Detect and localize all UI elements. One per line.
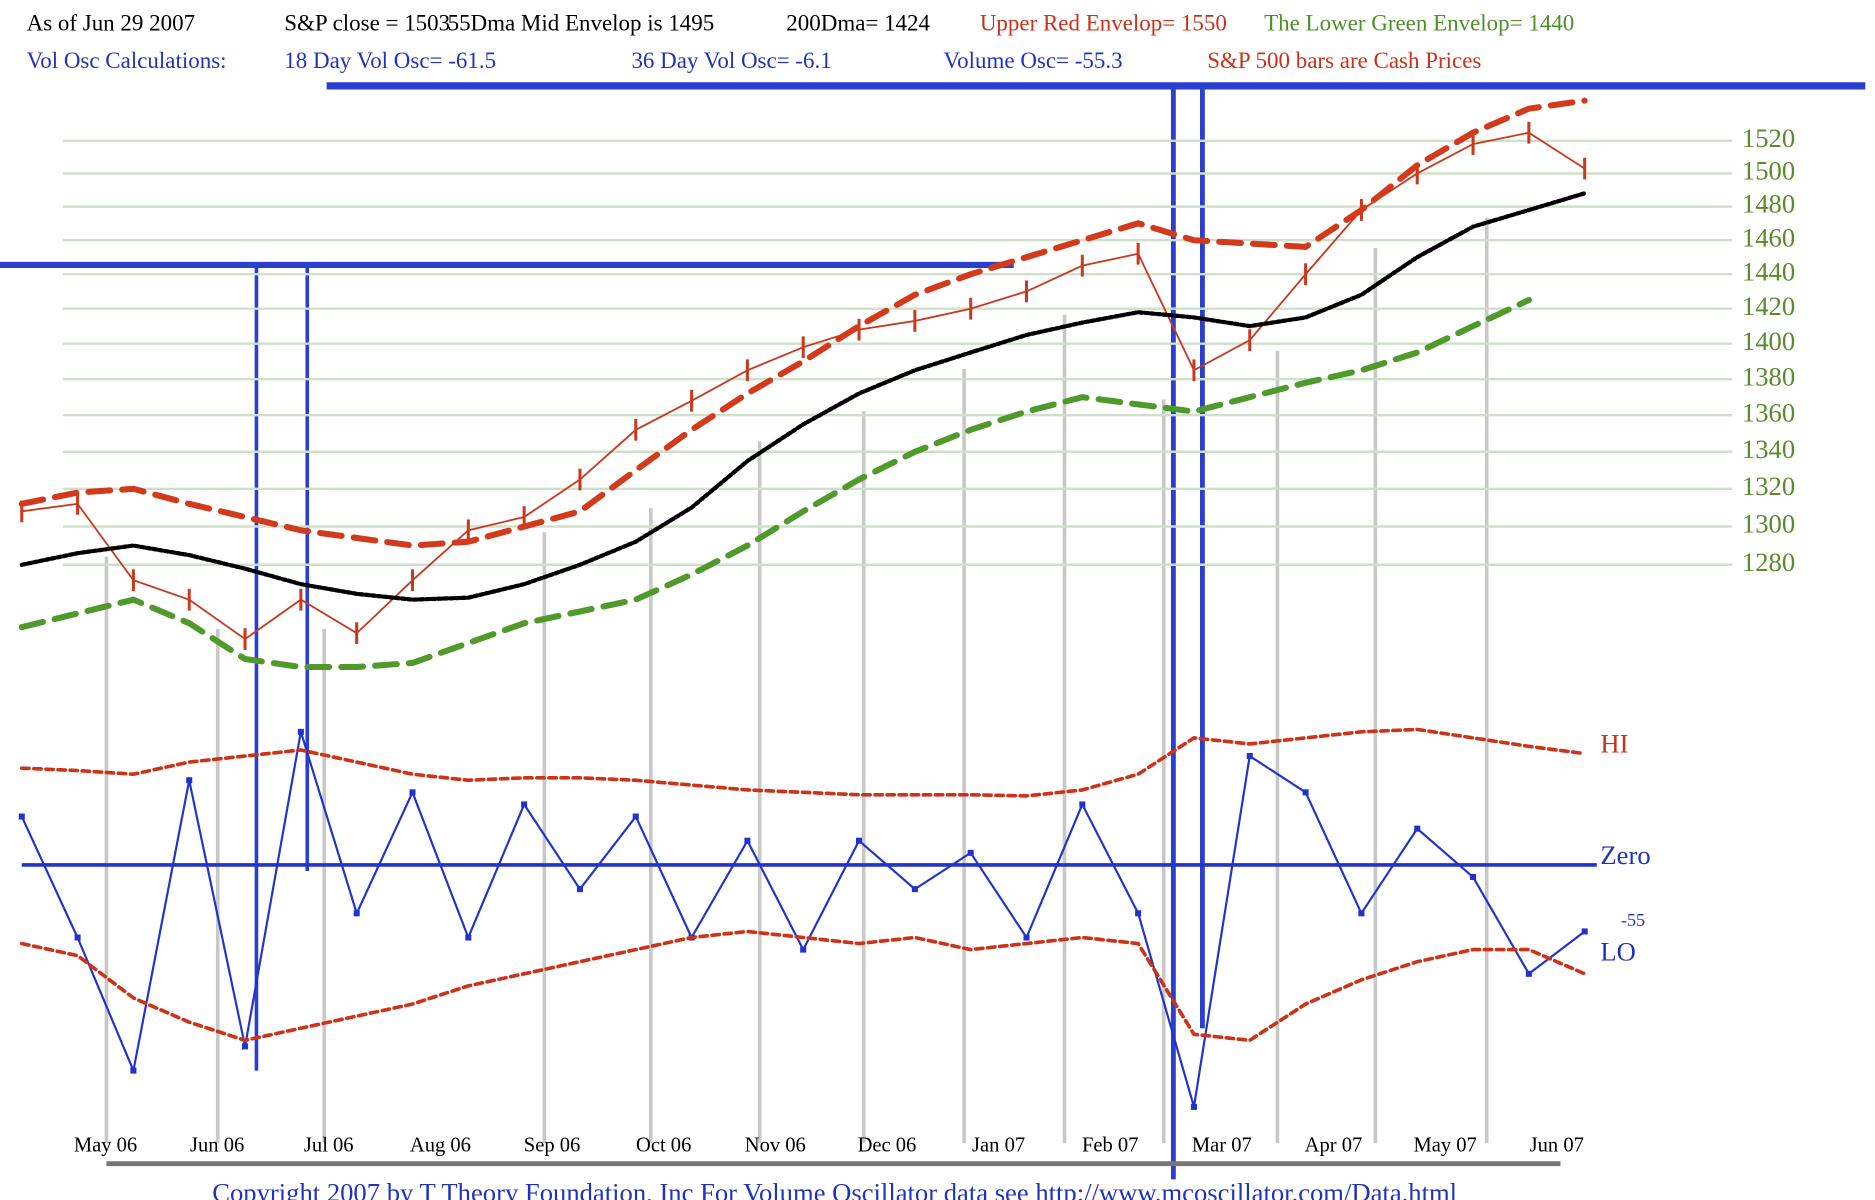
series-line <box>18 296 1532 671</box>
series-line <box>19 191 1587 602</box>
osc-point <box>186 777 193 784</box>
osc-point <box>74 934 81 941</box>
cycle-lines <box>104 217 1489 1144</box>
x-tick-label: Jul 06 <box>304 1134 354 1156</box>
x-tick-label: May 06 <box>74 1134 137 1156</box>
x-tick-label: Mar 07 <box>1192 1134 1252 1156</box>
header-text: 18 Day Vol Osc= -61.5 <box>284 48 496 73</box>
header-text: S&P 500 bars are Cash Prices <box>1207 48 1481 73</box>
osc-point <box>800 946 807 953</box>
header-text: 200Dma= 1424 <box>786 11 930 36</box>
x-tick-label: Jun 06 <box>190 1134 244 1156</box>
series-line <box>18 97 1588 549</box>
reference-lines <box>0 82 1866 1180</box>
footer: Copyright 2007 by T Theory Foundation, I… <box>212 1177 1457 1200</box>
header-text: Volume Osc= -55.3 <box>944 48 1123 73</box>
band-label: Zero <box>1600 840 1650 870</box>
x-tick-label: Feb 07 <box>1082 1134 1139 1156</box>
osc-point <box>1023 934 1030 941</box>
y-tick-label: 1440 <box>1742 256 1795 286</box>
series-line <box>19 929 1587 1043</box>
osc-point <box>576 886 583 893</box>
header-text: The Lower Green Envelop= 1440 <box>1264 11 1574 36</box>
x-tick-label: Nov 06 <box>745 1134 806 1156</box>
osc-point <box>1302 789 1309 796</box>
osc-point <box>1358 910 1365 917</box>
osc-point <box>353 910 360 917</box>
osc-point <box>297 728 304 735</box>
osc-point <box>632 813 639 820</box>
x-tick-label: Sep 06 <box>524 1134 581 1156</box>
y-tick-label: 1380 <box>1742 361 1795 391</box>
x-tick-label: Dec 06 <box>858 1134 917 1156</box>
band-label: LO <box>1600 937 1635 967</box>
y-tick-label: 1300 <box>1742 509 1795 539</box>
osc-point <box>242 1043 249 1050</box>
osc-point <box>1079 801 1086 808</box>
y-tick-label: 1520 <box>1742 123 1795 153</box>
x-tick-label: Oct 06 <box>636 1134 691 1156</box>
y-tick-label: 1360 <box>1742 397 1795 427</box>
osc-point <box>1470 873 1477 881</box>
header-text: Upper Red Envelop= 1550 <box>980 11 1227 36</box>
osc-point <box>744 837 751 844</box>
y-tick-label: 1480 <box>1742 189 1795 219</box>
y-tick-label: 1500 <box>1742 156 1795 186</box>
osc-point <box>1581 928 1588 935</box>
osc-point <box>1135 910 1142 917</box>
header-text: As of Jun 29 2007 <box>27 11 195 36</box>
y-tick-label: 1400 <box>1742 326 1795 356</box>
x-tick-label: Jun 07 <box>1530 1134 1584 1156</box>
y-tick-label: 1280 <box>1742 547 1795 577</box>
header-text: 55Dma Mid Envelop is 1495 <box>448 11 715 36</box>
x-tick-label: Aug 06 <box>410 1134 471 1156</box>
osc-point <box>1190 1103 1197 1110</box>
osc-point <box>1525 970 1532 977</box>
osc-point <box>911 886 918 893</box>
y-tick-label: 1340 <box>1742 434 1795 464</box>
y-tick-label: 1320 <box>1742 471 1795 501</box>
osc-point <box>856 837 863 844</box>
series-line <box>19 727 1587 798</box>
x-tick-label: May 07 <box>1413 1134 1476 1156</box>
x-tick-label: Jan 07 <box>972 1134 1025 1156</box>
value-label: -55 <box>1621 910 1645 930</box>
osc-point <box>409 789 416 796</box>
header-text: Vol Osc Calculations: <box>27 48 227 73</box>
y-tick-label: 1460 <box>1742 222 1795 252</box>
osc-point <box>521 801 528 808</box>
osc-point <box>130 1067 137 1074</box>
osc-point <box>1414 825 1421 832</box>
header-text: S&P close = 1503 <box>284 11 450 36</box>
osc-point <box>967 849 974 856</box>
osc-point <box>1246 753 1253 760</box>
header-text: 36 Day Vol Osc= -6.1 <box>631 48 831 73</box>
band-label: HI <box>1600 728 1628 758</box>
y-tick-label: 1420 <box>1742 291 1795 321</box>
x-tick-label: Apr 07 <box>1305 1134 1363 1156</box>
osc-point <box>465 934 472 941</box>
osc-point <box>18 813 25 820</box>
